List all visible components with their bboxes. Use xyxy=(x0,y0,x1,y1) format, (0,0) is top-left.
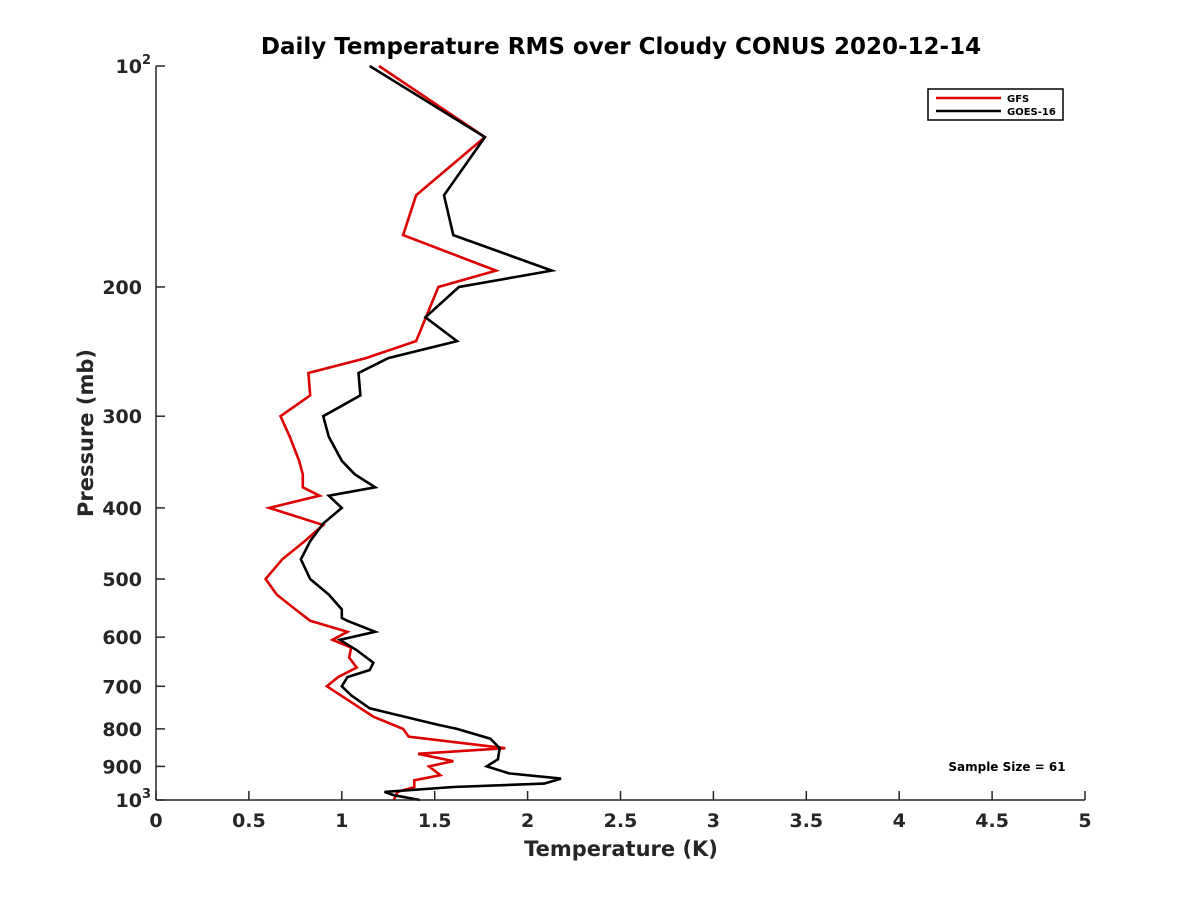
x-tick-label: 5 xyxy=(1078,810,1091,832)
y-axis-label: Pressure (mb) xyxy=(74,349,98,517)
y-tick-label: 200 xyxy=(102,277,142,299)
x-tick-label: 1.5 xyxy=(418,810,452,832)
series-line-goes-16 xyxy=(299,64,562,802)
legend: GFS GOES-16 xyxy=(927,88,1064,121)
y-tick-label: 103 xyxy=(116,787,152,812)
x-tick-label: 3.5 xyxy=(789,810,823,832)
y-tick-label: 500 xyxy=(102,569,142,591)
y-tick-label: 600 xyxy=(102,627,142,649)
y-tick-label: 900 xyxy=(102,756,142,778)
legend-box xyxy=(927,88,1064,121)
x-tick-label: 2 xyxy=(521,810,534,832)
x-axis-label: Temperature (K) xyxy=(524,837,718,861)
x-tick-label: 0 xyxy=(149,810,162,832)
x-tick-label: 1 xyxy=(335,810,348,832)
plot-area: 0 0.5 1 1.5 2 2.5 3 3.5 4 4.5 5 102 200 300 400 500 600 7… xyxy=(102,53,1091,832)
x-tick-label: 2.5 xyxy=(604,810,638,832)
y-tick-label: 400 xyxy=(102,498,142,520)
sample-size-annotation: Sample Size = 61 xyxy=(948,760,1065,774)
y-tick-label: 700 xyxy=(102,676,142,698)
x-tick-label: 0.5 xyxy=(232,810,266,832)
x-tick-label: 4 xyxy=(893,810,906,832)
legend-label-gfs: GFS xyxy=(1007,94,1029,105)
series-line-gfs xyxy=(263,64,506,801)
x-tick-label: 3 xyxy=(707,810,720,832)
y-tick-label: 800 xyxy=(102,719,142,741)
y-tick-label: 300 xyxy=(102,406,142,428)
x-tick-label: 4.5 xyxy=(975,810,1009,832)
y-tick-label: 102 xyxy=(116,53,152,78)
legend-label-goes-16: GOES-16 xyxy=(1007,107,1056,118)
chart-title: Daily Temperature RMS over Cloudy CONUS … xyxy=(261,34,981,60)
